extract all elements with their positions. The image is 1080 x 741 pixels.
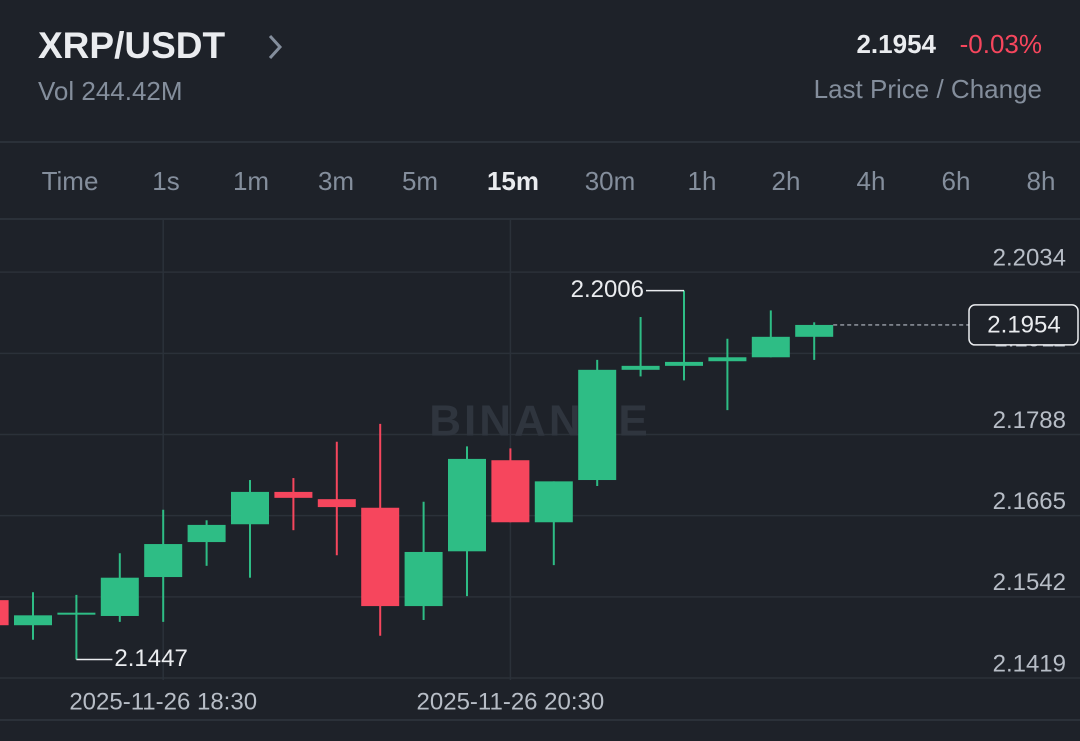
candle-body xyxy=(578,369,617,481)
interval-tab[interactable]: 5m xyxy=(402,166,438,196)
candle-body xyxy=(448,458,486,552)
candle-body xyxy=(795,324,834,337)
price-caption: Last Price / Change xyxy=(814,74,1042,104)
candle-body xyxy=(534,481,573,523)
y-tick-label: 2.1788 xyxy=(993,407,1066,434)
grid: 2.20342.19112.17882.16652.15422.14192025… xyxy=(0,220,1080,715)
last-price-box xyxy=(968,304,1079,346)
watermark: BINANCE xyxy=(429,397,650,446)
interval-tab[interactable]: 1s xyxy=(152,166,179,196)
overlay: 2.2006 2.1447 2.1954 xyxy=(76,276,1079,672)
interval-tab[interactable]: 4h xyxy=(857,166,886,196)
candle-body xyxy=(14,615,52,626)
x-tick-label: 2025-11-26 20:30 xyxy=(417,688,605,715)
price-change: -0.03% xyxy=(960,29,1042,59)
interval-tab[interactable]: 8h xyxy=(1027,166,1056,196)
interval-tabs: Time 1s 1m 3m 5m 15m 30m 1h 2h 4h 6h 8h xyxy=(42,166,1056,196)
y-tick-label: 2.1419 xyxy=(993,650,1066,677)
interval-tab[interactable]: 1h xyxy=(688,166,717,196)
y-tick-label: 2.2034 xyxy=(993,244,1066,271)
interval-tab[interactable]: 6h xyxy=(942,166,971,196)
interval-tab[interactable]: 3m xyxy=(318,166,354,196)
candle-body xyxy=(665,361,703,366)
interval-tab[interactable]: 30m xyxy=(585,166,636,196)
x-tick-label: 2025-11-26 18:30 xyxy=(69,688,257,715)
candle-body xyxy=(274,491,313,498)
pair-title[interactable]: XRP/USDT xyxy=(38,25,225,66)
candle-body xyxy=(0,600,9,626)
chevron[interactable] xyxy=(268,34,283,60)
last-price: 2.1954 xyxy=(856,29,936,59)
candle-body xyxy=(404,551,443,607)
interval-tab[interactable]: 15m xyxy=(487,166,539,196)
interval-tab[interactable]: Time xyxy=(42,166,99,196)
low-marker-label: 2.1447 xyxy=(114,645,187,672)
high-marker-label: 2.2006 xyxy=(571,276,644,303)
candle-body xyxy=(100,577,139,616)
candle-body xyxy=(708,357,747,362)
y-tick-label: 2.1665 xyxy=(993,488,1066,515)
candle-body xyxy=(144,544,183,578)
candles xyxy=(0,290,834,660)
candle-body xyxy=(231,491,269,525)
y-tick-label: 2.1542 xyxy=(993,569,1066,596)
volume: Vol 244.42M xyxy=(38,76,183,106)
candle-body xyxy=(317,499,356,508)
candle-body xyxy=(621,365,660,370)
candle-body xyxy=(361,507,400,607)
candle-body xyxy=(187,524,226,543)
candle-body xyxy=(57,612,96,615)
interval-tab[interactable]: 1m xyxy=(233,166,269,196)
interval-tab[interactable]: 2h xyxy=(772,166,801,196)
candle-body xyxy=(491,460,530,523)
candle-body xyxy=(751,336,790,358)
last-price-label: 2.1954 xyxy=(987,311,1060,338)
